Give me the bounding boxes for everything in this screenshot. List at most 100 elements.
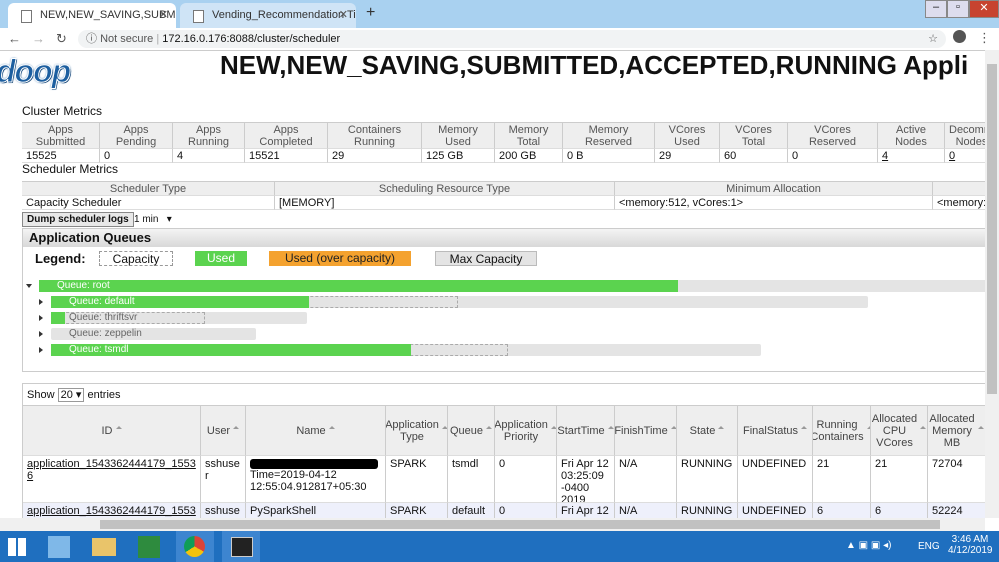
column-header[interactable]: FinalStatus (738, 406, 813, 456)
metric-value[interactable]: 0 (945, 149, 985, 163)
app-cell: 0 (495, 503, 557, 518)
cell-text: 21 (875, 458, 888, 470)
app-cell: 0 (495, 456, 557, 503)
column-header[interactable]: Allocated CPU VCores (871, 406, 928, 456)
expand-icon (39, 331, 43, 337)
queue-row[interactable]: Queue: tsmdl (39, 344, 761, 356)
taskbar-app[interactable] (48, 536, 70, 558)
column-header[interactable]: User (201, 406, 246, 456)
close[interactable]: ✕ (969, 0, 999, 18)
legend-label: Legend: (35, 251, 86, 266)
column-header: VCores Reserved (788, 123, 878, 149)
reload[interactable]: ↻ (56, 31, 67, 46)
column-title: Running Containers (813, 418, 864, 443)
column-header[interactable]: State (677, 406, 738, 456)
interval-select[interactable]: 1 min ▾ (134, 214, 172, 225)
omnibox[interactable]: ⓘ Not secure | 172.16.0.176:8088/cluster… (78, 30, 946, 48)
metric-value: Capacity Scheduler (22, 196, 275, 210)
scheduler-metrics-table: Scheduler Type Scheduling Resource Type Mi… (22, 181, 985, 210)
queue-row[interactable]: Queue: root (26, 280, 985, 292)
page-size-select[interactable]: 20 ▾ (57, 388, 85, 402)
queue-row[interactable]: Queue: zeppelin (39, 328, 256, 340)
app-cell: RUNNING (677, 456, 738, 503)
column-header[interactable]: ID (23, 406, 201, 456)
expand-icon (39, 299, 43, 305)
taskbar-app[interactable] (222, 531, 260, 562)
tray-icons: ▲ ▣ ▣ ◂) (846, 540, 892, 551)
cell-text: UNDEFINED (742, 458, 807, 470)
column-header[interactable]: Name (246, 406, 386, 456)
back[interactable]: ← (8, 31, 21, 46)
column-title: Name (296, 424, 326, 437)
menu[interactable]: ⋮ (978, 30, 991, 45)
taskbar-app[interactable] (138, 536, 160, 558)
sort-icon (718, 426, 725, 429)
language[interactable]: ENG (918, 541, 940, 552)
column-header: Apps Pending (100, 123, 173, 149)
metric-value: <memory:512, vCores:1> (615, 196, 933, 210)
column-title: ID (101, 424, 113, 437)
cell-text: application_1543362444179_15536 (27, 458, 196, 482)
horizontal-scrollbar[interactable] (0, 518, 985, 531)
dump-button[interactable]: Dump scheduler logs (22, 212, 134, 227)
app-cell: RUNNING (677, 503, 738, 518)
url: 172.16.0.176:8088/cluster/scheduler (162, 33, 341, 45)
column-header[interactable]: Allocated Memory MB (928, 406, 985, 456)
column-header: Scheduler Type (22, 182, 275, 196)
column-title: FinalStatus (742, 424, 799, 437)
sort-icon (920, 426, 927, 429)
minimize[interactable]: – (925, 0, 947, 18)
queue-row[interactable]: Queue: default (39, 296, 868, 308)
app-cell: UNDEFINED (738, 456, 813, 503)
applications-panel: Show 20 ▾ entries ID User Name Application … (22, 383, 985, 518)
taskbar-app[interactable] (176, 531, 214, 562)
column-header: VCores Used (655, 123, 720, 149)
column-header[interactable]: Application Priority (495, 406, 557, 456)
metric-value[interactable]: 4 (878, 149, 945, 163)
sort-icon (866, 426, 870, 429)
start-button[interactable] (8, 538, 26, 556)
tab-bar: NEW,NEW_SAVING,SUBMITTED,A✕ Vending_Reco… (0, 0, 999, 28)
page-size: 20 (60, 389, 73, 401)
tab[interactable]: Vending_Recommendation Time ✕ (180, 3, 356, 28)
app-cell: Fri Apr 12 03:25:09 -0400 2019 (557, 456, 615, 503)
column-header: Minimum Allocation (615, 182, 933, 196)
app-row: application_1543362444179_15536 sshuser Ti… (23, 456, 985, 503)
column-title: State (689, 424, 716, 437)
cell-text: 0 (499, 505, 506, 517)
app-cell[interactable]: application_1543362444179_15536 (23, 456, 201, 503)
cell-text: RUNNING (681, 505, 733, 517)
header-row: Apps Submitted Apps Pending Apps Running Ap… (22, 123, 985, 149)
clock[interactable]: 3:46 AM 4/12/2019 (948, 534, 993, 556)
cell-text: N/A (619, 505, 638, 517)
metric-value: 200 GB (495, 149, 563, 163)
taskbar-app[interactable] (92, 538, 116, 556)
column-header[interactable]: Application Type (386, 406, 448, 456)
column-header[interactable]: Queue (448, 406, 495, 456)
metric-value: [MEMORY] (275, 196, 615, 210)
column-header: Memory Reserved (563, 123, 655, 149)
new-tab[interactable]: + (366, 4, 376, 21)
cell-text: SPARK (390, 505, 427, 517)
tab[interactable]: NEW,NEW_SAVING,SUBMITTED,A✕ (8, 3, 176, 28)
column-header: Memory Used (422, 123, 495, 149)
app-cell[interactable]: application_1543362444179_15533 (23, 503, 201, 518)
column-title: Application Priority (495, 418, 548, 443)
value-row: Capacity Scheduler [MEMORY] <memory:512, v… (22, 196, 985, 210)
column-header[interactable]: StartTime (557, 406, 615, 456)
cluster-metrics-table: Apps Submitted Apps Pending Apps Running Ap… (22, 122, 985, 163)
profile[interactable] (953, 30, 966, 43)
sort-icon (328, 426, 335, 429)
queue-row[interactable]: Queue: thriftsvr (39, 312, 307, 324)
column-header[interactable]: FinishTime (615, 406, 677, 456)
queue-label: Queue: root (57, 280, 110, 291)
vertical-scrollbar[interactable] (985, 50, 999, 518)
expand-icon (39, 347, 43, 353)
forward[interactable]: → (32, 31, 45, 46)
column-header[interactable]: Running Containers (813, 406, 871, 456)
column-header (933, 182, 985, 196)
maximize[interactable]: ▫ (947, 0, 969, 18)
queue-label: Queue: tsmdl (69, 344, 129, 355)
cell-text: Fri Apr 12 (561, 505, 609, 517)
page-title: NEW,NEW_SAVING,SUBMITTED,ACCEPTED,RUNNIN… (220, 50, 969, 80)
